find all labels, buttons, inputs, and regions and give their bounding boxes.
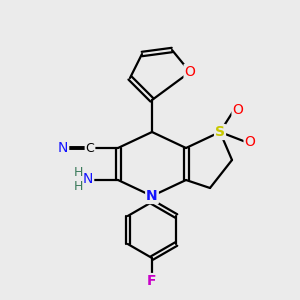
Text: O: O	[232, 103, 243, 117]
Text: N: N	[58, 141, 68, 155]
Text: F: F	[147, 274, 157, 288]
Text: O: O	[244, 135, 255, 149]
Text: H: H	[73, 181, 83, 194]
Text: C: C	[85, 142, 94, 154]
Text: H: H	[73, 167, 83, 179]
Text: S: S	[215, 125, 225, 139]
Text: O: O	[184, 65, 195, 79]
Text: N: N	[146, 189, 158, 203]
Text: N: N	[83, 172, 93, 186]
